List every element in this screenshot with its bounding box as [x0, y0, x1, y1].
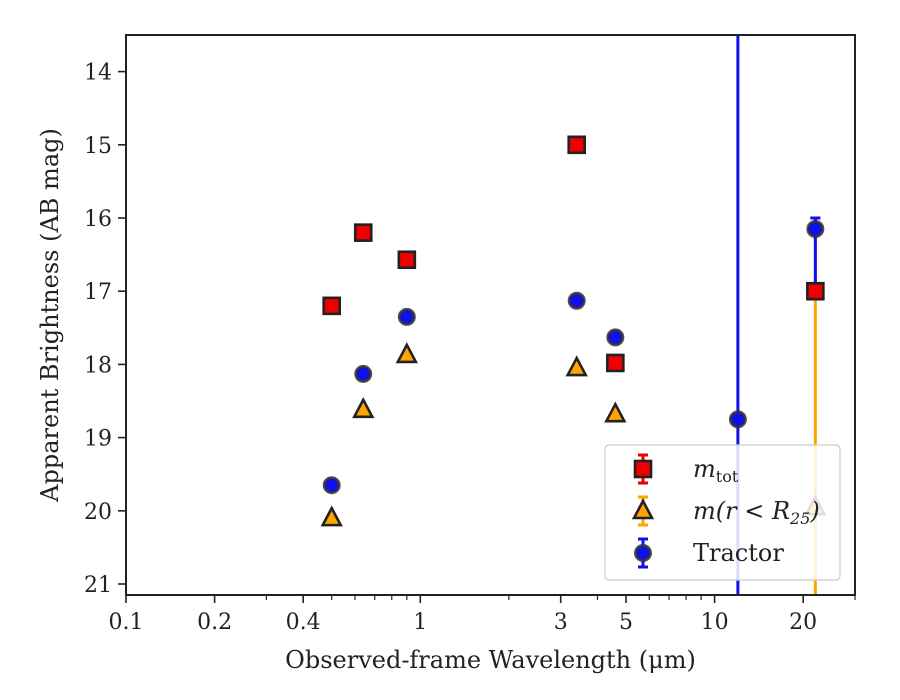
axis-ticks: 0.1 0.2 0.4 1 3 5 10 20 14 15 16 17 18 19 20 21 [84, 61, 856, 635]
y-tick-label: 20 [84, 500, 112, 525]
x-tick-label: 5 [619, 610, 633, 635]
legend-marker [633, 459, 653, 479]
mtot-point [567, 135, 587, 155]
mr25-point [395, 342, 418, 364]
legend: mtot m(r < R25) Tractor [604, 444, 841, 581]
data-markers [320, 135, 827, 527]
y-tick-label: 14 [84, 61, 112, 86]
y-tick-label: 21 [84, 573, 112, 598]
x-axis-label: Observed-frame Wavelength (μm) [285, 646, 696, 674]
x-tick-label: 3 [554, 610, 568, 635]
tractor-point [354, 364, 373, 383]
mtot-point [397, 250, 417, 270]
tractor-point [397, 307, 416, 326]
legend-box [604, 444, 841, 581]
x-tick-label: 20 [789, 610, 817, 635]
y-tick-label: 16 [84, 207, 112, 232]
legend-label: Tractor [693, 539, 784, 567]
tractor-point [322, 476, 341, 495]
tractor-point [567, 291, 586, 310]
y-tick-label: 18 [84, 353, 112, 378]
mr25-point [320, 505, 343, 527]
y-tick-label: 15 [84, 134, 112, 159]
tractor-point [728, 410, 747, 429]
legend-label: mtot [693, 455, 739, 486]
x-tick-label: 0.2 [197, 610, 232, 635]
x-tick-label: 0.1 [109, 610, 144, 635]
tractor-point [806, 219, 825, 238]
legend-label: m(r < R25) [693, 497, 820, 528]
mtot-point [353, 223, 373, 242]
mr25-point [352, 397, 375, 419]
legend-marker [631, 498, 655, 520]
legend-marker [634, 544, 652, 562]
x-tick-label: 10 [701, 610, 729, 635]
plot-frame [125, 34, 856, 596]
mtot-point [606, 353, 625, 373]
mr25-point [604, 401, 627, 423]
y-axis-label: Apparent Brightness (AB mag) [36, 128, 64, 503]
y-tick-label: 17 [84, 280, 112, 305]
mtot-point [806, 281, 825, 301]
tractor-point [606, 328, 625, 347]
mtot-point [322, 296, 342, 316]
x-tick-label: 1 [413, 610, 427, 635]
mr25-point [565, 355, 588, 377]
y-tick-label: 19 [84, 427, 112, 452]
x-tick-label: 0.4 [286, 610, 321, 635]
